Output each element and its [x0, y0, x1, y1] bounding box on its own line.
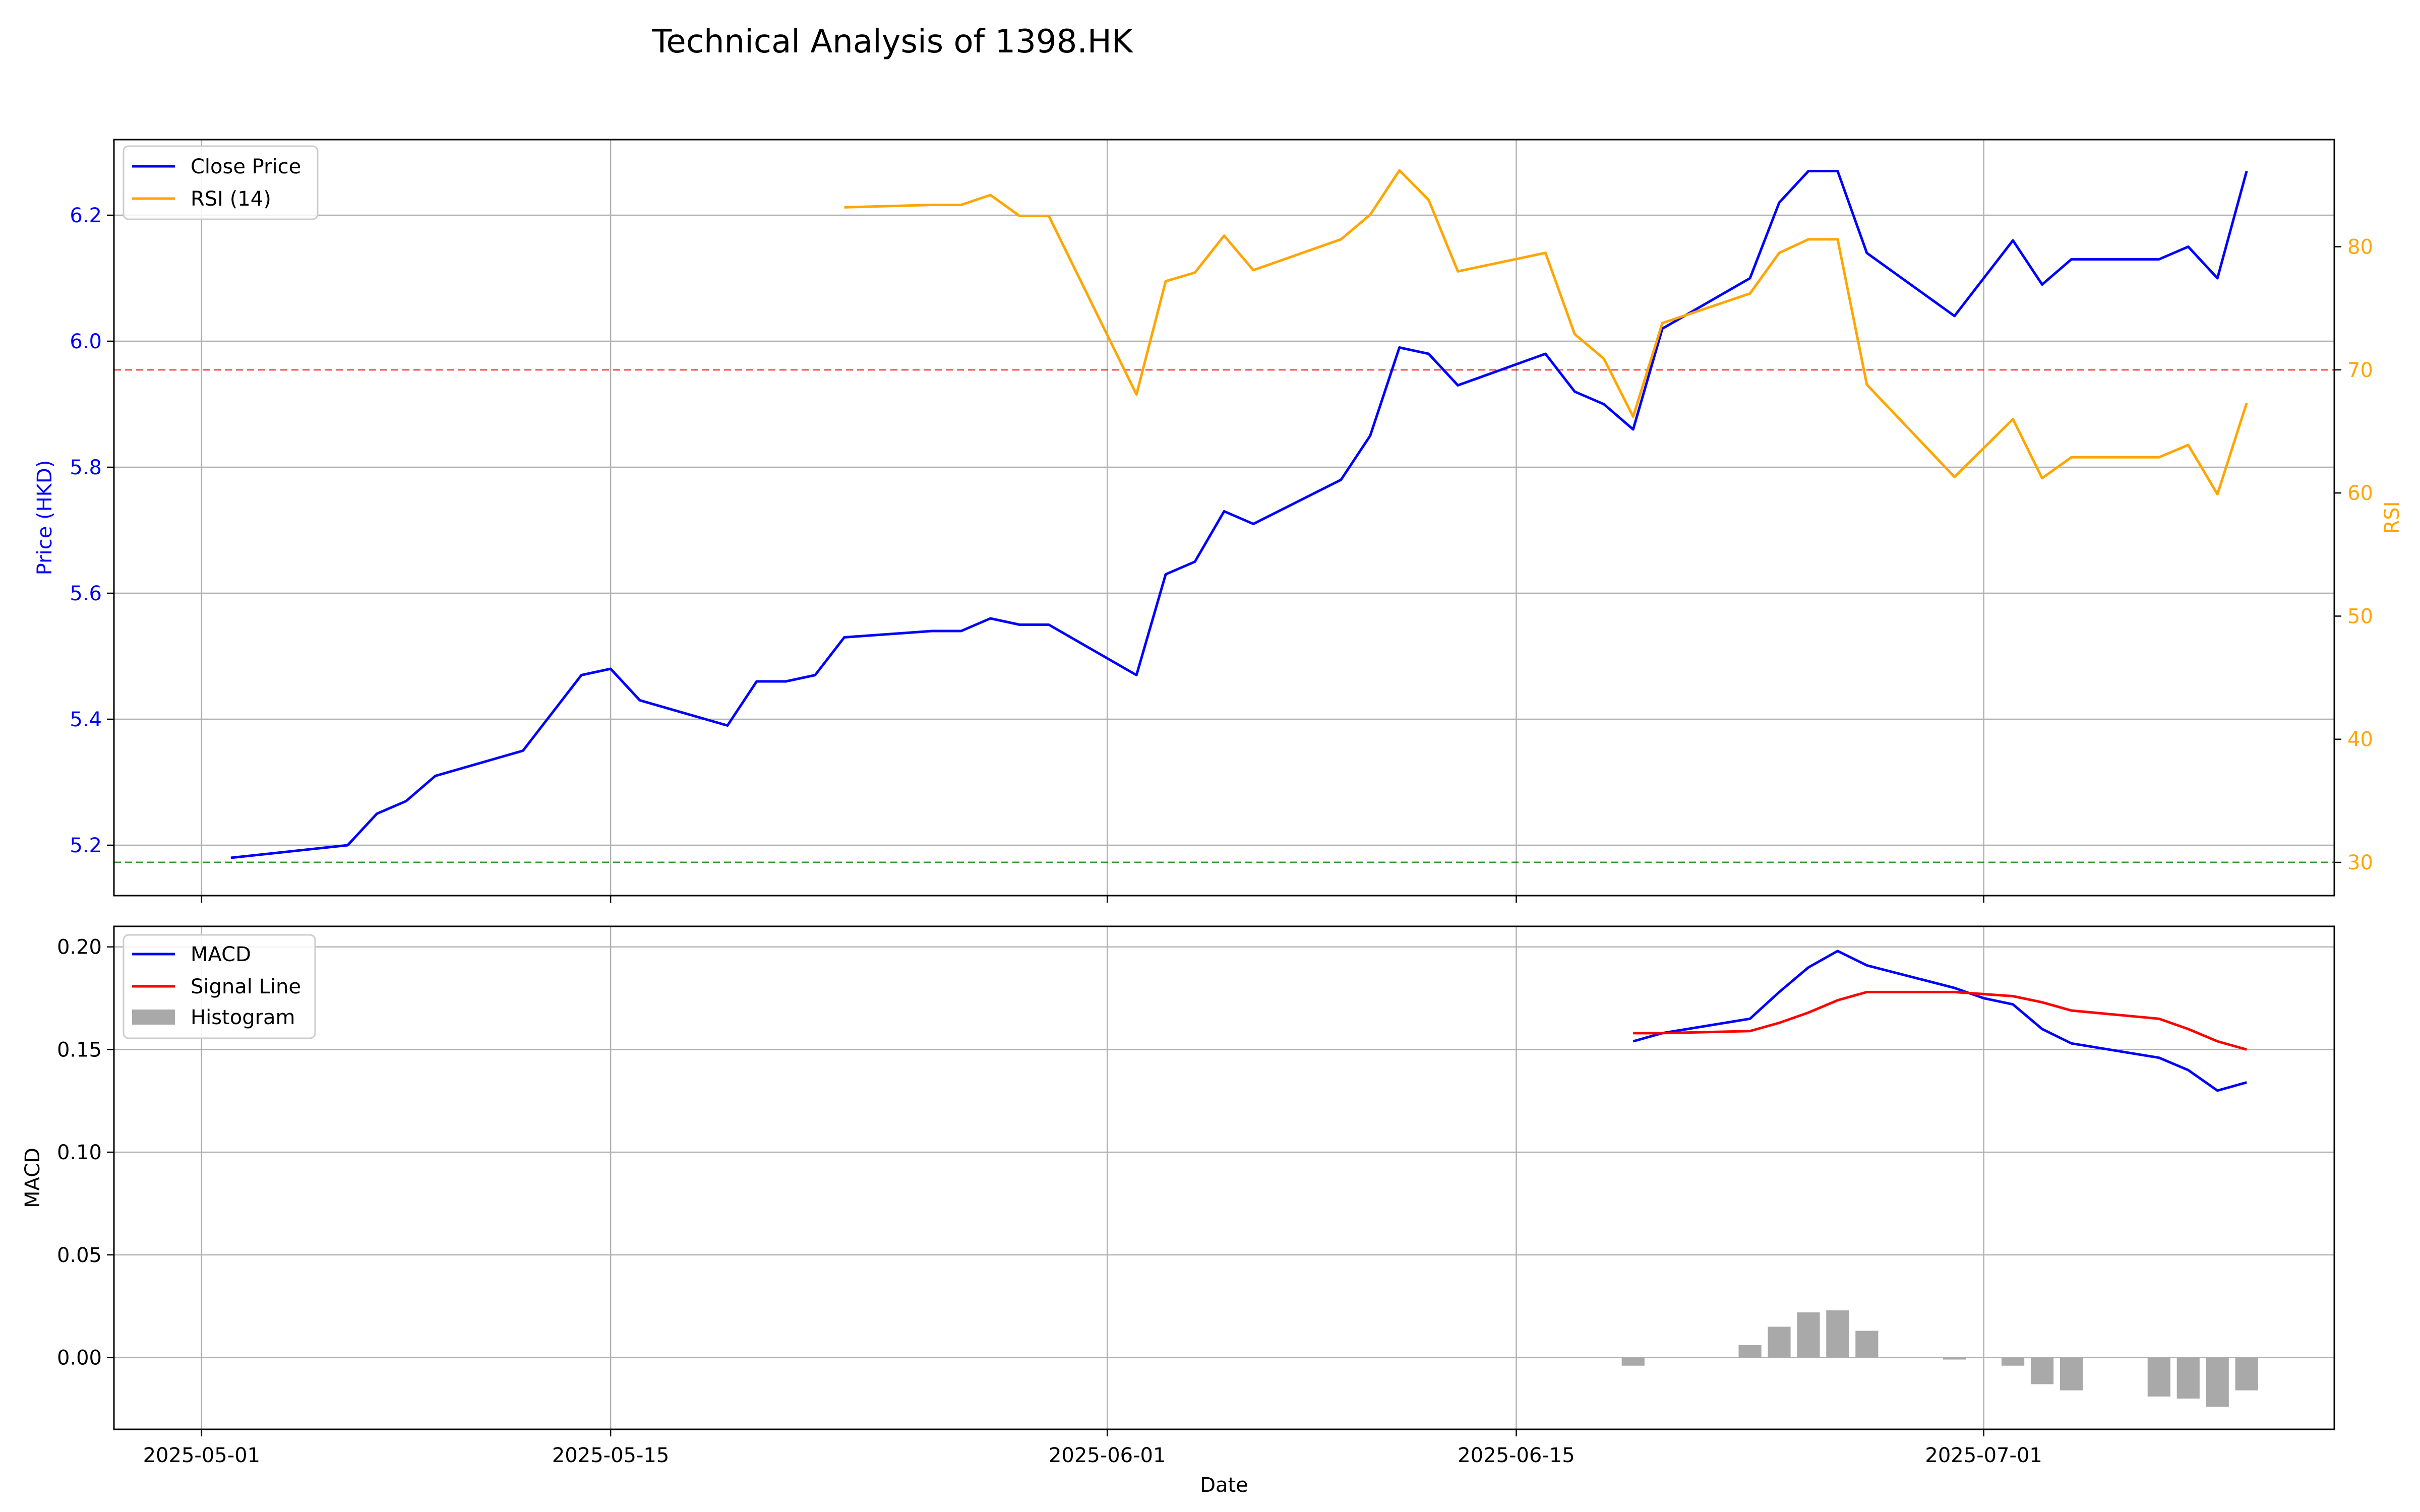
legend-signal: Signal Line [191, 975, 301, 998]
price-tick-label: 6.2 [70, 204, 102, 227]
date-axis-label: Date [1200, 1474, 1248, 1497]
x-tick-label: 2025-05-01 [143, 1444, 260, 1467]
price-rsi-panel: 5.2 5.4 5.6 5.8 6.0 6.2 30 40 50 60 70 80 Price (HK… [33, 139, 2404, 903]
rsi-line [844, 169, 2248, 496]
macd-panel: 2025-05-01 2025-05-15 2025-06-01 2025-06-15… [21, 925, 2335, 1497]
histogram-bar [1768, 1327, 1791, 1358]
price-legend-box [123, 145, 319, 220]
close-price-line [230, 170, 2248, 859]
price-tick-label: 5.4 [70, 708, 102, 731]
legend-macd: MACD [191, 943, 251, 966]
histogram-bar [2030, 1357, 2054, 1384]
macd-histogram-bars [1621, 1310, 2258, 1407]
macd-tick-label: 0.10 [57, 1141, 102, 1164]
histogram-bar [1943, 1357, 1966, 1360]
histogram-bar [1797, 1312, 1820, 1358]
histogram-bar [2206, 1357, 2229, 1407]
legend-rsi: RSI (14) [191, 187, 271, 211]
rsi-tick-label: 50 [2347, 605, 2373, 628]
legend-histogram-swatch [132, 1010, 175, 1025]
chart-title: Technical Analysis of 1398.HK [651, 23, 1134, 60]
macd-tick-label: 0.00 [57, 1346, 102, 1369]
histogram-bar [2147, 1357, 2170, 1397]
macd-tick-label: 0.05 [57, 1244, 102, 1267]
x-tick-label: 2025-07-01 [1925, 1444, 2042, 1467]
x-tick-label: 2025-06-01 [1049, 1444, 1166, 1467]
histogram-bar [2001, 1357, 2025, 1366]
price-axis-label: Price (HKD) [33, 460, 56, 576]
rsi-tick-label: 30 [2347, 851, 2373, 874]
rsi-tick-label: 60 [2347, 482, 2373, 505]
price-tick-label: 6.0 [70, 330, 102, 353]
legend-close-price: Close Price [191, 155, 301, 178]
macd-lines [1632, 950, 2247, 1092]
rsi-tick-label: 80 [2347, 236, 2373, 259]
price-tick-label: 5.8 [70, 456, 102, 479]
price-legend: Close Price RSI (14) [123, 145, 319, 220]
histogram-bar [2060, 1357, 2083, 1391]
price-tick-label: 5.2 [70, 834, 102, 857]
x-tick-label: 2025-05-15 [552, 1444, 669, 1467]
macd-panel-ticks: 2025-05-01 2025-05-15 2025-06-01 2025-06-15… [57, 936, 2042, 1467]
price-rsi-lines [230, 169, 2248, 859]
price-panel-ticks: 5.2 5.4 5.6 5.8 6.0 6.2 30 40 50 60 70 80 [70, 204, 2373, 903]
macd-tick-label: 0.20 [57, 936, 102, 959]
signal-line [1633, 990, 2247, 1051]
histogram-bar [1855, 1331, 1879, 1358]
macd-panel-frame [113, 925, 2335, 1430]
rsi-reference-lines [114, 369, 2334, 863]
macd-panel-grid [114, 926, 2334, 1429]
rsi-tick-label: 40 [2347, 728, 2373, 751]
histogram-bar [2235, 1357, 2258, 1391]
price-panel-frame [113, 139, 2335, 897]
rsi-axis-label: RSI [2381, 501, 2404, 534]
histogram-bar [2176, 1357, 2200, 1399]
histogram-bar [1738, 1345, 1762, 1358]
macd-axis-label: MACD [21, 1148, 44, 1208]
legend-histogram: Histogram [191, 1006, 295, 1029]
x-tick-label: 2025-06-15 [1458, 1444, 1575, 1467]
macd-legend: MACD Signal Line Histogram [123, 934, 316, 1039]
histogram-bar [1621, 1357, 1645, 1366]
price-tick-label: 5.6 [70, 582, 102, 605]
macd-tick-label: 0.15 [57, 1038, 102, 1061]
rsi-tick-label: 70 [2347, 359, 2373, 382]
histogram-bar [1826, 1310, 1849, 1358]
